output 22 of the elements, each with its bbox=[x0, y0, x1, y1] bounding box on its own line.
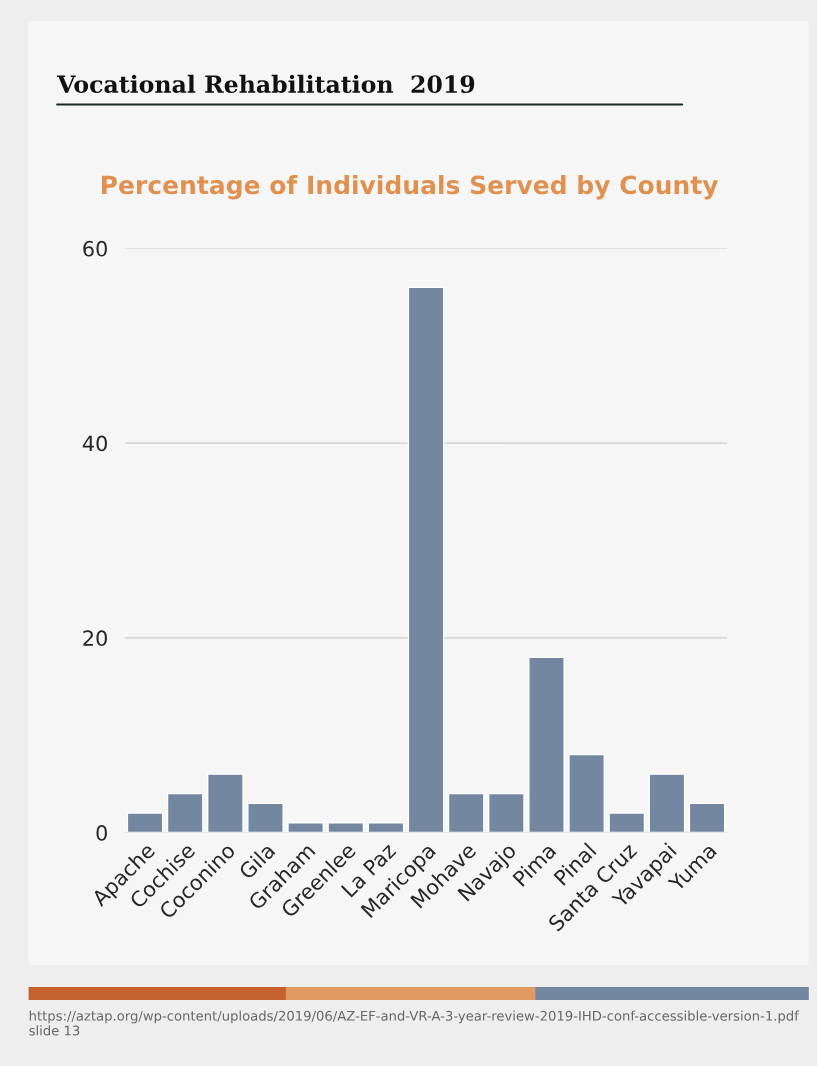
bar bbox=[608, 812, 646, 833]
y-tick-label: 0 bbox=[96, 825, 107, 841]
bar bbox=[648, 773, 686, 833]
bar bbox=[206, 773, 244, 833]
bar bbox=[367, 822, 405, 833]
y-tick-label: 20 bbox=[83, 630, 107, 647]
bar bbox=[407, 286, 445, 833]
y-tick-label: 40 bbox=[82, 435, 107, 452]
bar bbox=[528, 656, 565, 833]
bar bbox=[247, 802, 284, 833]
chart-title: Vocational Rehabilitation 2019 bbox=[57, 74, 475, 94]
y-tick-label: 60 bbox=[83, 240, 107, 257]
bar bbox=[126, 812, 164, 833]
chart-subtitle: Percentage of Individuals Served by County bbox=[101, 175, 719, 200]
bar bbox=[166, 792, 204, 833]
bar bbox=[688, 802, 726, 833]
bar bbox=[287, 822, 324, 833]
bar bbox=[487, 792, 525, 833]
bar bbox=[327, 822, 365, 833]
bar bbox=[447, 792, 485, 833]
bar bbox=[568, 753, 605, 833]
text: https://aztap.org/wp-content/uploads/2019/06/AZ-EF-and-VR-A-3-year-review-2019-IHD-conf-accessible-version-1.pdf slide 13 bbox=[29, 1010, 800, 1036]
